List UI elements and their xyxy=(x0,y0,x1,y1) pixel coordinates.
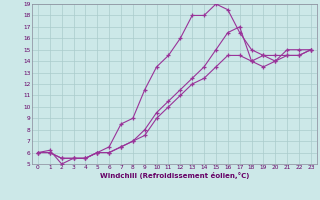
X-axis label: Windchill (Refroidissement éolien,°C): Windchill (Refroidissement éolien,°C) xyxy=(100,172,249,179)
